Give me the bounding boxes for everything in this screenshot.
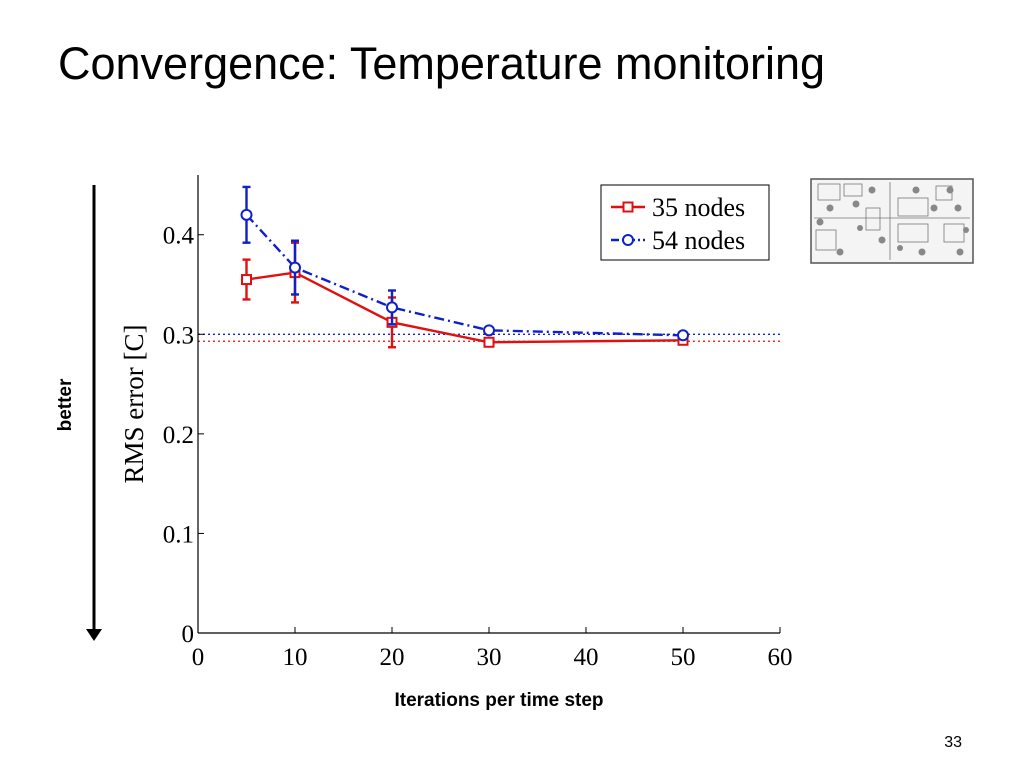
legend-marker-54-nodes [622, 234, 634, 246]
x-tick-label: 50 [671, 644, 696, 671]
x-axis-title: Iterations per time step [394, 690, 604, 711]
legend-marker-35-nodes [622, 201, 634, 213]
data-point [240, 208, 253, 221]
x-tick-label: 0 [192, 644, 205, 671]
slide-title: Convergence: Temperature monitoring [58, 38, 826, 89]
x-tick-label: 40 [574, 644, 599, 671]
x-ticks: 0 10 20 30 40 50 60 [192, 627, 793, 671]
series-group [240, 185, 689, 349]
page-number: 33 [944, 734, 962, 751]
data-point [483, 336, 495, 348]
x-tick-label: 10 [283, 644, 308, 671]
x-tick-label: 20 [380, 644, 405, 671]
data-point [677, 329, 689, 342]
series-line-54-nodes [245, 214, 684, 337]
legend: 35 nodes 54 nodes [600, 184, 770, 261]
y-tick-label: 0.3 [163, 322, 194, 349]
better-arrow-icon [86, 185, 102, 641]
x-tick-label: 60 [768, 644, 793, 671]
y-ticks: 0 0.1 0.2 0.3 0.4 [163, 223, 204, 648]
y-tick-label: 0.4 [163, 223, 195, 250]
data-point [386, 301, 398, 314]
y-tick-label: 0.1 [163, 521, 194, 548]
legend-label-35-nodes: 35 nodes [652, 193, 745, 222]
legend-label-54-nodes: 54 nodes [652, 226, 745, 255]
data-point [483, 324, 495, 337]
data-point [289, 261, 301, 274]
legend-entries: 35 nodes 54 nodes [611, 193, 745, 255]
y-axis-title: RMS error [C] [119, 325, 149, 484]
y-tick-label: 0.2 [163, 422, 194, 449]
legend-box [600, 184, 770, 261]
y-tick-label: 0 [182, 621, 195, 648]
series-line-35-nodes [246, 271, 684, 344]
floor-plan-thumbnail-icon [810, 178, 974, 264]
data-point [241, 274, 252, 286]
x-tick-label: 30 [477, 644, 502, 671]
series-54-nodes [240, 185, 689, 342]
